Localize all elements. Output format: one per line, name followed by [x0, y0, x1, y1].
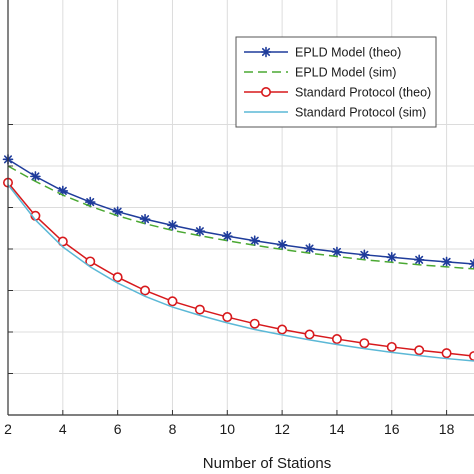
legend-label-1: EPLD Model (theo)	[295, 46, 401, 60]
series-3-point	[222, 312, 233, 323]
series-3-point	[359, 338, 370, 349]
series-line-3	[7, 182, 474, 357]
x-axis-title: Number of Stations	[203, 455, 331, 472]
series-1-point	[57, 185, 69, 197]
series-1-point	[139, 213, 151, 225]
series-line-1	[7, 158, 474, 265]
series-1-point	[386, 252, 398, 263]
series-1-point	[221, 230, 233, 242]
series-1-point	[359, 249, 370, 261]
series-3-point	[140, 285, 151, 296]
x-tick-label: 18	[439, 421, 455, 437]
series-1-point	[194, 225, 206, 237]
series-line-4	[7, 184, 474, 362]
x-tick-label: 8	[169, 421, 177, 437]
series-3-point	[304, 329, 315, 340]
legend: EPLD Model (theo) EPLD Model (sim) Standar…	[235, 36, 437, 128]
x-tick-label: 6	[114, 421, 122, 437]
series-3-point	[331, 334, 342, 345]
axes: 2 4 6 8 10 12 14 16 18	[4, 0, 474, 437]
series-1-point	[30, 171, 41, 182]
legend-label-3: Standard Protocol (theo)	[295, 86, 431, 100]
series-1-point	[468, 258, 474, 270]
series-1-point	[304, 243, 315, 254]
x-tick-label: 4	[59, 421, 67, 437]
legend-marker-3	[260, 87, 271, 98]
plot-series	[2, 154, 474, 362]
series-3-point	[194, 304, 205, 315]
series-1-point	[249, 235, 261, 246]
x-tick-label: 16	[384, 421, 400, 437]
x-tick-label: 10	[220, 421, 236, 437]
x-tick-label: 2	[4, 421, 12, 437]
series-line-2	[7, 165, 474, 270]
x-tick-label: 12	[274, 421, 290, 437]
legend-label-4: Standard Protocol (sim)	[295, 106, 426, 120]
series-3-point	[386, 341, 397, 352]
legend-marker-1	[260, 46, 272, 58]
series-1-point	[276, 239, 288, 251]
series-3-point	[249, 318, 260, 329]
series-3-point	[277, 324, 288, 335]
series-3-point	[112, 272, 123, 283]
series-3-point	[469, 351, 474, 362]
series-1-point	[441, 256, 452, 268]
series-3-point	[441, 348, 452, 359]
legend-label-2: EPLD Model (sim)	[295, 66, 396, 80]
series-3-point	[85, 256, 96, 267]
series-1-point	[331, 246, 343, 258]
series-1-point	[84, 196, 96, 208]
series-1-point	[413, 254, 425, 266]
series-1-point	[112, 206, 123, 217]
series-1-point	[167, 220, 178, 231]
series-3-point	[57, 236, 68, 247]
series-3-point	[167, 296, 178, 307]
x-tick-label: 14	[329, 421, 345, 437]
series-3-point	[414, 345, 425, 356]
